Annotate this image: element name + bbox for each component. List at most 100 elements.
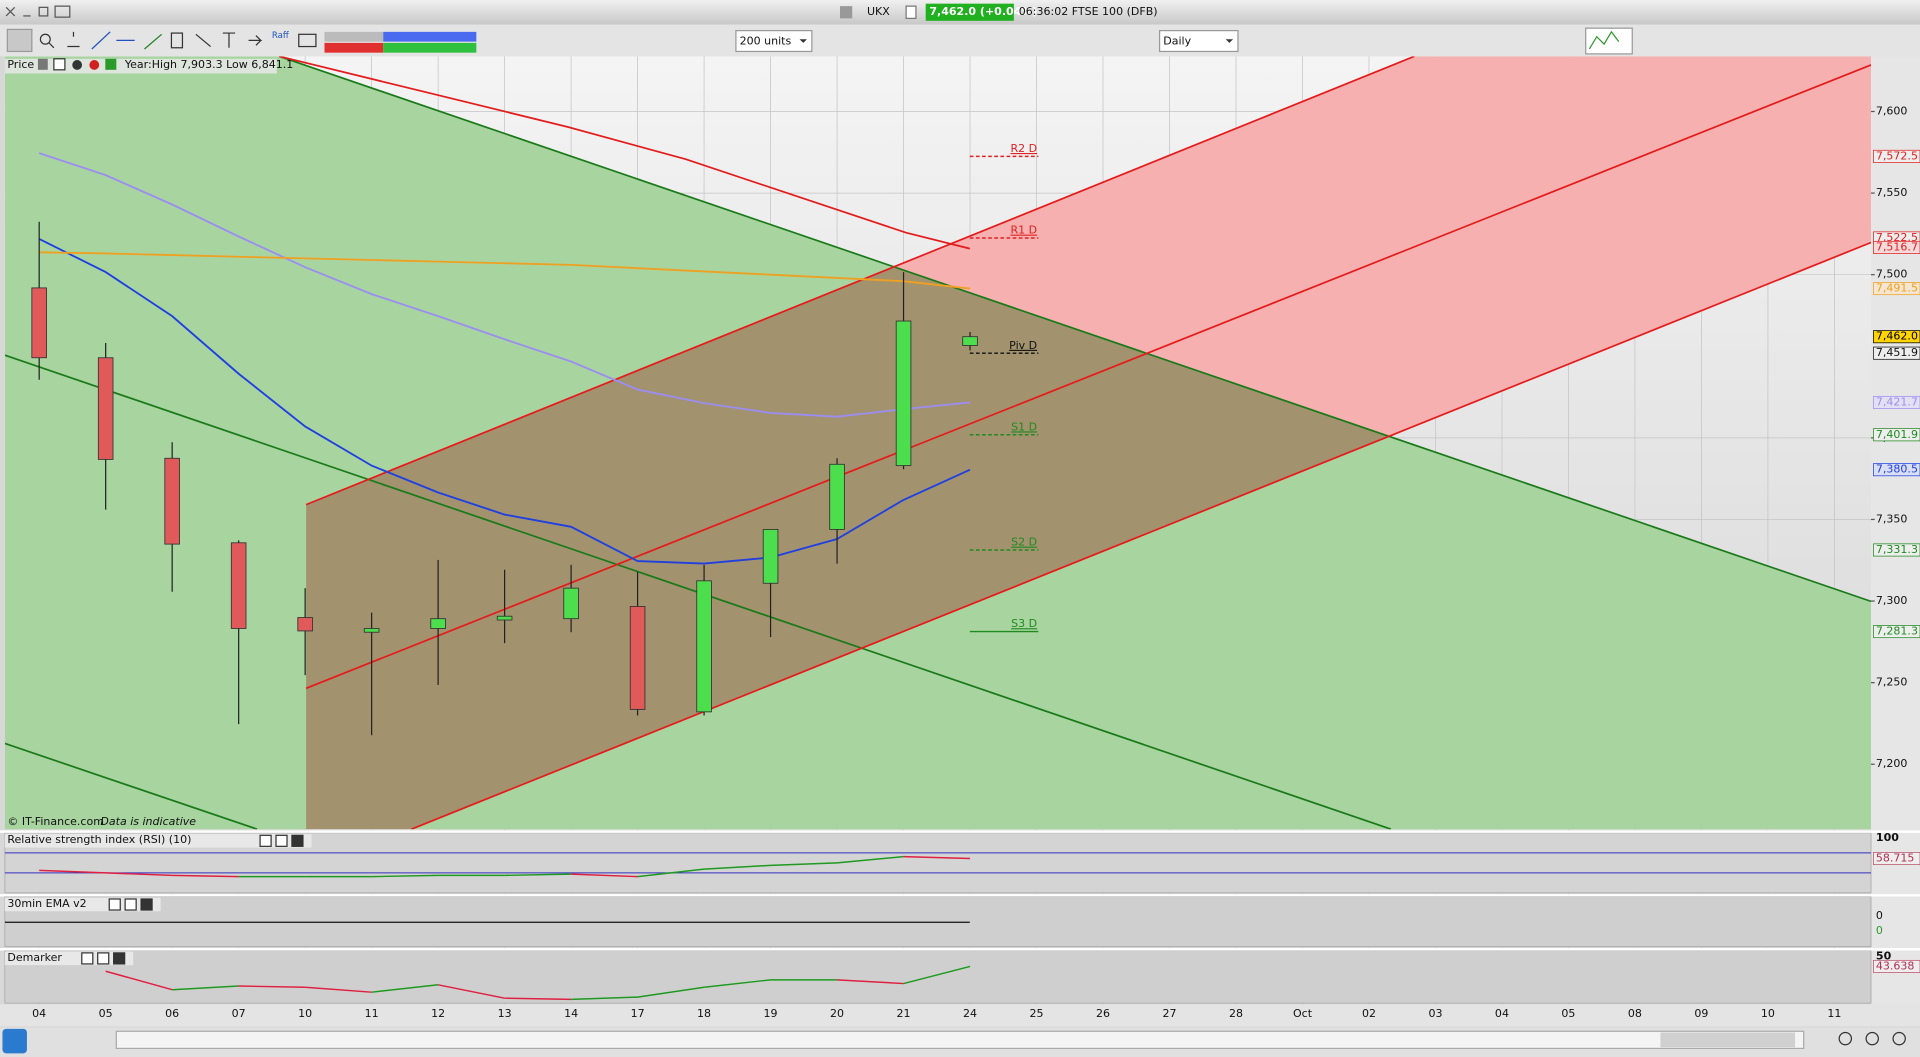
candle-body [164,457,180,545]
x-tick-label: 11 [365,1007,379,1020]
pivot-name: R1 D [1010,224,1037,237]
year-range: Year:High 7,903.3 Low 6,841.1 [124,58,293,71]
indicator-panel [4,950,1872,1004]
icon[interactable] [905,5,917,19]
series-layer [31,152,978,736]
zoom-buttons[interactable] [1838,1031,1906,1046]
x-tick-label: 07 [232,1007,246,1020]
indicator-panel [4,832,1872,894]
indicator-segment [172,874,239,878]
x-tick-label: 27 [1162,1007,1176,1020]
axis-marker [1873,330,1920,344]
axis-marker-label: 43.638 [1876,959,1915,972]
panel-icon[interactable] [140,898,153,911]
y-tick-label: 7,250 [1876,676,1908,689]
x-tick-label: 06 [165,1007,179,1020]
axis-marker-label: 7,451.9 [1876,346,1918,359]
panel-icon[interactable] [81,952,94,965]
x-tick-label: 17 [631,1007,645,1020]
candle-body [762,528,779,584]
raff-tool[interactable]: Raff [272,31,290,41]
panel-icons[interactable] [37,58,117,71]
x-tick-label: 05 [99,1007,113,1020]
panel-icon[interactable] [124,898,137,911]
pivot-name: S1 D [1011,420,1037,433]
scrollbar[interactable] [115,1030,1805,1050]
indicator-line [38,152,971,418]
indicator-segment [637,868,705,878]
candle-body [363,628,380,633]
icon [1588,30,1620,50]
axis-marker-label: 7,401.9 [1876,428,1918,441]
indicator-line [39,251,971,290]
axis-marker [1873,543,1920,557]
x-tick-label: 25 [1030,1007,1044,1020]
indicator-segment [305,986,372,993]
units-select[interactable] [735,30,813,53]
indicator-segment [571,873,638,878]
axis-marker-label: 7,522.5 [1876,231,1918,244]
panel-header [4,897,161,912]
right-axis [1871,56,1920,1005]
indicator-segment [39,869,106,874]
info: 06:36:02 FTSE 100 (DFB) [1019,5,1158,18]
quote-box [925,3,1014,21]
axis-marker-label: 7,462.0 [1876,330,1918,343]
axis-marker-label: 7,491.5 [1876,282,1918,295]
share-button[interactable] [2,1028,27,1054]
axis-marker-label: 7,572.5 [1876,149,1918,162]
axis-marker-label: 7,281.3 [1876,625,1918,638]
x-tick-label: 09 [1694,1007,1708,1020]
axis-marker [1873,282,1920,296]
icon[interactable] [840,6,853,19]
axis-marker [1873,346,1920,360]
panel-icon[interactable] [113,952,126,965]
y-tick-label: 7,350 [1876,512,1908,525]
axis-marker [1873,625,1920,639]
indicator-segment [105,970,173,991]
candle-body [97,357,114,460]
panel-icon[interactable] [275,834,288,847]
indicator-segment [903,965,971,985]
pivot-name: R2 D [1010,142,1037,155]
dropdown-arrow [799,39,807,43]
candle-body [230,542,247,629]
panel-header [4,58,277,74]
x-tick-label: 02 [1362,1007,1376,1020]
dropdown-arrow [1225,39,1234,43]
color-swatches[interactable] [324,31,477,53]
x-tick-label: 21 [897,1007,911,1020]
tool-icons[interactable] [6,28,317,53]
units: 200 units [740,35,792,48]
x-tick-label: 24 [963,1007,977,1020]
candle-body [563,587,579,620]
panel-icon[interactable] [108,898,121,911]
x-tick-label: 03 [1428,1007,1442,1020]
note: Data is indicative [100,815,196,828]
x-tick-label: 28 [1229,1007,1243,1020]
candle-body [31,287,47,359]
interval-select[interactable] [1158,30,1239,53]
candle-body [629,606,646,710]
x-tick-label: 10 [1761,1007,1775,1020]
y-tick-label: 7,600 [1876,104,1908,117]
panel-icon[interactable] [97,952,110,965]
scroll-thumb[interactable] [1660,1032,1796,1048]
candle-body [829,463,845,530]
pivot-name: S2 D [1011,536,1037,549]
x-axis [0,1004,1920,1027]
indicator-segment [637,986,705,998]
axis-marker-label: 58.715 [1876,852,1915,865]
panel-icon[interactable] [259,834,272,847]
indicator-segment [837,979,904,985]
axis-marker-label: 7,380.5 [1876,463,1918,476]
indicator-line [38,238,971,565]
y-tick-label: 0 [1876,924,1883,937]
y-tick-label: 7,550 [1876,186,1908,199]
x-tick-label: 08 [1628,1007,1642,1020]
panel-icon[interactable] [291,834,304,847]
chart-style-button[interactable] [1585,27,1633,55]
indicator-segment [903,855,971,860]
